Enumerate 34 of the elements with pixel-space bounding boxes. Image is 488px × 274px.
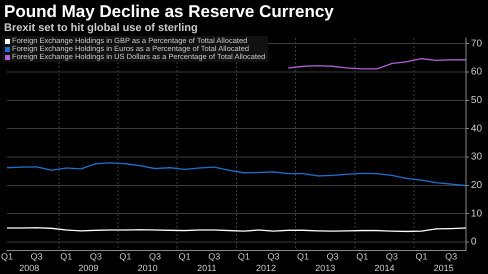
x2-tick-label: 2010 [138,263,158,274]
x2-tick-label: 2008 [19,263,40,274]
x-tick-label: Q3 [90,251,102,262]
x-tick-label: Q3 [30,251,43,262]
x2-tick-label: 2012 [256,263,276,274]
x-tick-label: Q3 [149,251,162,262]
x2-tick-label: 2011 [197,263,217,274]
x-tick-label: Q1 [415,251,428,262]
chart-subtitle: Brexit set to hit global use of sterling [4,22,198,34]
y-tick-label: 50 [470,95,482,106]
y-tick-label: 0 [470,236,477,248]
y-tick-label: 60 [470,66,482,78]
x-tick-label: Q3 [386,251,398,262]
y-tick-label: 30 [470,152,482,163]
x2-tick-label: 2009 [78,263,98,274]
x-tick-label: Q1 [0,251,14,262]
x-tick-label: Q1 [60,251,72,262]
chart-title: Pound May Decline as Reserve Currency [4,2,334,22]
x2-tick-label: 2014 [374,263,394,274]
x-tick-label: Q3 [267,251,280,262]
x-tick-label: Q3 [326,251,339,262]
x2-tick-label: 2015 [434,263,454,274]
y-tick-label: 40 [470,123,482,134]
x-tick-label: Q1 [356,251,368,262]
x-tick-label: Q1 [178,251,191,262]
x-tick-label: Q3 [208,251,220,262]
x2-tick-label: 2013 [315,263,336,274]
x-tick-label: Q1 [238,251,250,262]
x-tick-label: Q3 [445,251,458,262]
y-tick-label: 20 [470,180,482,192]
y-tick-label: 10 [470,208,482,220]
y-tick-label: 70 [470,38,482,50]
x-tick-label: Q1 [297,251,310,262]
x-tick-label: Q1 [119,251,132,262]
